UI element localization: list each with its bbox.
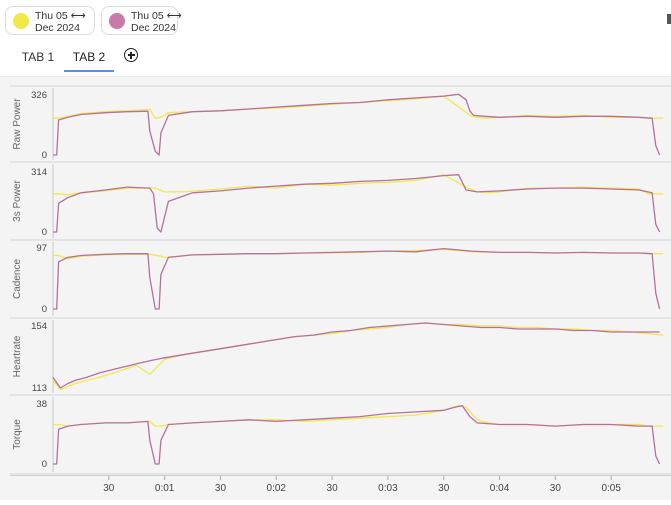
- series-line-purple: [53, 174, 661, 233]
- y-axis-label: Torque: [12, 419, 23, 450]
- panel-4: Torque 38 0: [12, 399, 664, 470]
- session-color-dot-icon: [13, 13, 29, 29]
- tab-2[interactable]: TAB 2: [64, 42, 114, 74]
- session-chip-1[interactable]: Thu 05 ⟷ Dec 2024: [5, 6, 95, 35]
- series-line-purple: [53, 404, 661, 465]
- panel-1: 3s Power 314 0: [12, 167, 664, 238]
- panel-2: Cadence 97 0: [12, 243, 664, 315]
- x-tick-label: 30: [327, 483, 339, 494]
- add-tab-icon[interactable]: [124, 48, 138, 62]
- series-line-yellow: [53, 174, 664, 196]
- chart-area: Raw Power 326 0 3s Power 314 0 Cadence 97 0 Heart…: [0, 77, 671, 500]
- series-line-purple: [53, 93, 661, 156]
- y-tick-label: 113: [32, 383, 47, 394]
- y-tick-label: 38: [36, 399, 47, 410]
- series-line-yellow: [53, 95, 664, 119]
- x-tick-label: 0:02: [267, 483, 287, 494]
- x-tick-label: 0:04: [490, 483, 510, 494]
- y-tick-label: 0: [42, 459, 47, 470]
- tab-1[interactable]: TAB 1: [21, 50, 55, 64]
- panel-0: Raw Power 326 0: [12, 90, 664, 161]
- y-axis-label: Cadence: [12, 259, 23, 299]
- session-bar: Thu 05 ⟷ Dec 2024 Thu 05 ⟷ Dec 2024: [0, 0, 671, 43]
- y-axis-label: 3s Power: [12, 179, 23, 221]
- session-color-dot-icon: [109, 13, 125, 29]
- y-tick-label: 154: [31, 321, 47, 332]
- x-tick-label: 30: [103, 483, 115, 494]
- x-tick-label: 0:05: [601, 483, 621, 494]
- session-chip-2[interactable]: Thu 05 ⟷ Dec 2024: [101, 6, 182, 35]
- x-tick-label: 30: [438, 483, 450, 494]
- session-date-line1: Thu 05 ⟷: [131, 10, 182, 22]
- series-line-purple: [53, 247, 661, 310]
- y-tick-label: 0: [42, 304, 47, 315]
- y-tick-label: 314: [31, 167, 47, 178]
- x-tick-label: 0:03: [378, 483, 398, 494]
- y-tick-label: 0: [42, 150, 47, 161]
- y-axis-label: Raw Power: [12, 98, 23, 150]
- series-line-yellow: [53, 404, 664, 427]
- session-date-line2: Dec 2024: [35, 22, 80, 34]
- y-tick-label: 97: [36, 243, 47, 254]
- x-tick-label: 30: [215, 483, 227, 494]
- y-axis-label: Heartrate: [12, 335, 23, 377]
- series-line-yellow: [52, 322, 664, 391]
- panel-edge-icon: [667, 14, 671, 24]
- x-tick-label: 30: [550, 483, 562, 494]
- panel-3: Heartrate 154 113: [12, 321, 664, 394]
- x-tick-label: 0:01: [155, 483, 175, 494]
- charts-svg: Raw Power 326 0 3s Power 314 0 Cadence 97 0 Heart…: [10, 85, 671, 494]
- tab-bar: TAB 1 TAB 2: [0, 42, 671, 77]
- y-tick-label: 326: [31, 90, 47, 101]
- session-date-line1: Thu 05 ⟷: [35, 10, 86, 22]
- series-line-purple: [52, 322, 660, 389]
- y-tick-label: 0: [42, 227, 47, 238]
- session-date-line2: Dec 2024: [131, 22, 176, 34]
